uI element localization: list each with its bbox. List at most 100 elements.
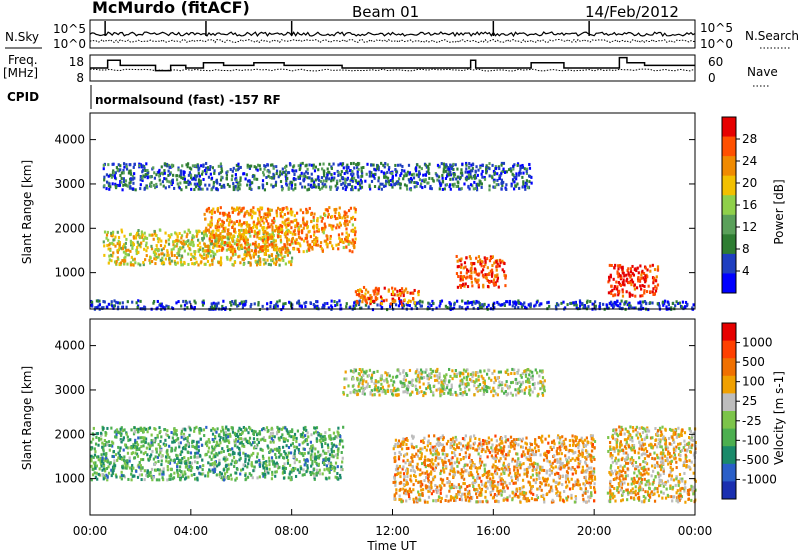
heatmap-cell bbox=[177, 300, 179, 303]
power-colorbar-tick-label: 8 bbox=[742, 242, 750, 256]
heatmap-cell bbox=[285, 173, 287, 176]
heatmap-cell bbox=[233, 465, 235, 468]
heatmap-cell bbox=[105, 452, 107, 455]
heatmap-cell bbox=[329, 465, 331, 468]
heatmap-cell bbox=[170, 459, 172, 462]
power-colorbar-swatch bbox=[722, 137, 736, 157]
heatmap-cell bbox=[457, 265, 459, 268]
heatmap-cell bbox=[328, 163, 330, 166]
heatmap-cell bbox=[326, 208, 328, 211]
heatmap-cell bbox=[171, 165, 173, 168]
heatmap-cell bbox=[664, 300, 666, 303]
heatmap-cell bbox=[159, 430, 161, 433]
heatmap-cell bbox=[460, 257, 462, 260]
heatmap-cell bbox=[153, 230, 155, 233]
heatmap-cell bbox=[353, 244, 355, 247]
heatmap-cell bbox=[226, 177, 228, 180]
heatmap-cell bbox=[265, 241, 267, 244]
heatmap-cell bbox=[348, 209, 350, 212]
heatmap-cell bbox=[205, 426, 207, 429]
heatmap-cell bbox=[298, 443, 300, 446]
heatmap-cell bbox=[421, 305, 423, 308]
heatmap-cell bbox=[618, 281, 620, 284]
heatmap-cell bbox=[291, 169, 293, 172]
heatmap-cell bbox=[334, 435, 336, 438]
heatmap-cell bbox=[254, 302, 256, 305]
heatmap-cell bbox=[212, 433, 214, 436]
heatmap-cell bbox=[354, 218, 356, 221]
heatmap-cell bbox=[357, 182, 359, 185]
heatmap-cell bbox=[337, 465, 339, 468]
heatmap-cell bbox=[209, 441, 211, 444]
heatmap-cell bbox=[539, 302, 541, 305]
heatmap-cell bbox=[350, 188, 352, 191]
heatmap-cell bbox=[231, 207, 233, 210]
heatmap-cell bbox=[340, 468, 342, 471]
heatmap-cell bbox=[594, 300, 596, 303]
heatmap-cell bbox=[283, 462, 285, 465]
heatmap-cell bbox=[217, 234, 219, 237]
heatmap-cell bbox=[616, 270, 618, 273]
heatmap-cell bbox=[288, 171, 290, 174]
heatmap-cell bbox=[138, 164, 140, 167]
heatmap-cell bbox=[384, 287, 386, 290]
heatmap-cell bbox=[494, 172, 496, 175]
heatmap-cell bbox=[330, 304, 332, 307]
heatmap-cell bbox=[640, 288, 642, 291]
heatmap-cell bbox=[144, 451, 146, 454]
heatmap-cell bbox=[311, 460, 313, 463]
heatmap-cell bbox=[146, 186, 148, 189]
heatmap-cell bbox=[158, 237, 160, 240]
heatmap-cell bbox=[575, 439, 577, 442]
heatmap-cell bbox=[193, 430, 195, 433]
heatmap-cell bbox=[104, 431, 106, 434]
heatmap-cell bbox=[315, 236, 317, 239]
heatmap-cell bbox=[299, 452, 301, 455]
heatmap-cell bbox=[621, 300, 623, 303]
heatmap-cell bbox=[143, 440, 145, 443]
heatmap-cell bbox=[499, 264, 501, 267]
heatmap-cell bbox=[132, 264, 134, 267]
heatmap-cell bbox=[176, 465, 178, 468]
heatmap-cell bbox=[225, 426, 227, 429]
heatmap-cell bbox=[262, 473, 264, 476]
heatmap-cell bbox=[140, 178, 142, 181]
heatmap-cell bbox=[323, 468, 325, 471]
heatmap-cell bbox=[246, 184, 248, 187]
heatmap-cell bbox=[298, 164, 300, 167]
heatmap-cell bbox=[492, 476, 494, 479]
heatmap-cell bbox=[170, 431, 172, 434]
heatmap-cell bbox=[292, 455, 294, 458]
heatmap-cell bbox=[97, 444, 99, 447]
heatmap-cell bbox=[311, 248, 313, 251]
heatmap-cell bbox=[126, 263, 128, 266]
heatmap-cell bbox=[440, 184, 442, 187]
heatmap-cell bbox=[196, 441, 198, 444]
heatmap-cell bbox=[117, 446, 119, 449]
heatmap-cell bbox=[214, 211, 216, 214]
heatmap-cell bbox=[471, 281, 473, 284]
heatmap-cell bbox=[267, 471, 269, 474]
power-colorbar-swatch bbox=[722, 156, 736, 176]
heatmap-cell bbox=[346, 302, 348, 305]
heatmap-cell bbox=[253, 223, 255, 226]
heatmap-cell bbox=[579, 304, 581, 307]
heatmap-cell bbox=[107, 163, 109, 166]
heatmap-cell bbox=[103, 254, 105, 257]
heatmap-cell bbox=[142, 261, 144, 264]
heatmap-cell bbox=[645, 267, 647, 270]
heatmap-cell bbox=[395, 439, 397, 442]
heatmap-cell bbox=[491, 275, 493, 278]
heatmap-cell bbox=[119, 168, 121, 171]
heatmap-cell bbox=[340, 304, 342, 307]
heatmap-cell bbox=[126, 165, 128, 168]
heatmap-cell bbox=[143, 238, 145, 241]
nave-dotted-line bbox=[90, 69, 695, 71]
heatmap-cell bbox=[103, 449, 105, 452]
heatmap-cell bbox=[337, 247, 339, 250]
heatmap-cell bbox=[125, 242, 127, 245]
heatmap-cell bbox=[286, 243, 288, 246]
heatmap-cell bbox=[180, 432, 182, 435]
heatmap-cell bbox=[470, 257, 472, 260]
